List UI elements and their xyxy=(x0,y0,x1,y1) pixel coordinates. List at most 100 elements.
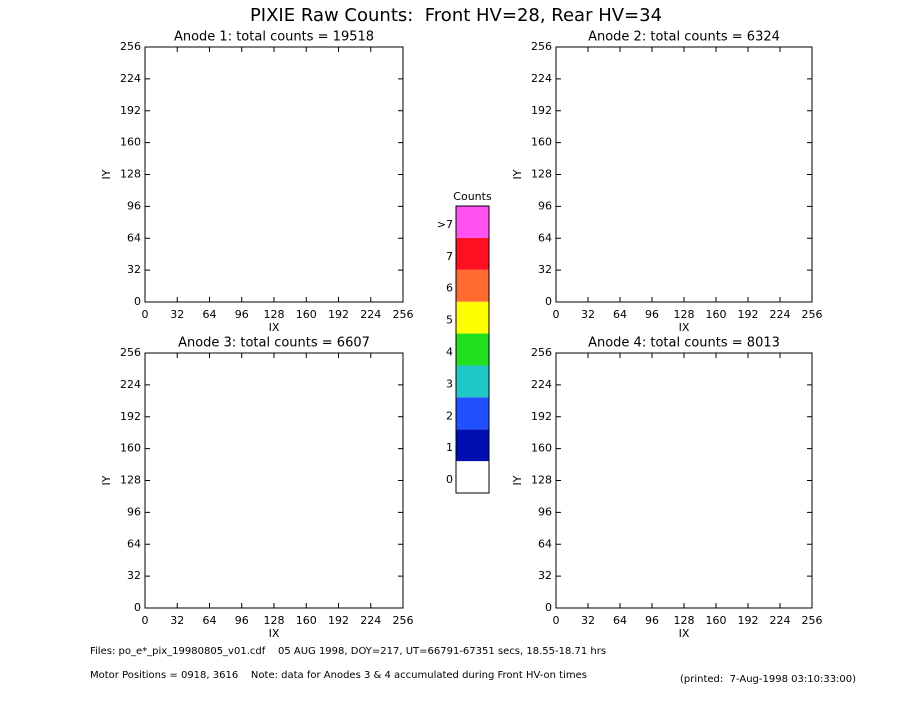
x-tick-label: 160 xyxy=(706,614,727,627)
colorbar-title: Counts xyxy=(453,190,492,203)
y-tick-label: 96 xyxy=(538,505,552,518)
y-tick-label: 192 xyxy=(120,104,141,117)
y-tick-label: 0 xyxy=(545,601,552,614)
colorbar-label: 6 xyxy=(446,282,453,295)
colorbar-label: >7 xyxy=(437,218,453,231)
y-tick-label: 64 xyxy=(538,537,552,550)
y-tick-label: 128 xyxy=(531,168,552,181)
footer-files: Files: po_e*_pix_19980805_v01.cdf 05 AUG… xyxy=(90,646,606,657)
y-tick-label: 32 xyxy=(127,569,141,582)
x-tick-label: 224 xyxy=(360,614,381,627)
x-tick-label: 224 xyxy=(770,614,791,627)
x-tick-label: 128 xyxy=(674,614,695,627)
x-tick-label: 32 xyxy=(170,614,184,627)
x-tick-label: 32 xyxy=(581,614,595,627)
y-tick-label: 96 xyxy=(127,199,141,212)
figure-title: PIXIE Raw Counts: Front HV=28, Rear HV=3… xyxy=(250,5,662,26)
colorbar-swatch xyxy=(456,429,489,462)
y-tick-label: 224 xyxy=(531,72,552,85)
x-tick-label: 256 xyxy=(393,614,414,627)
x-tick-label: 256 xyxy=(393,308,414,321)
y-tick-label: 64 xyxy=(127,231,141,244)
y-tick-label: 224 xyxy=(120,378,141,391)
x-tick-label: 256 xyxy=(802,308,823,321)
y-tick-label: 32 xyxy=(538,263,552,276)
y-tick-label: 160 xyxy=(531,442,552,455)
y-axis-label: IY xyxy=(100,169,113,179)
panel-title: Anode 3: total counts = 6607 xyxy=(178,336,370,351)
x-tick-label: 192 xyxy=(738,308,759,321)
x-tick-label: 192 xyxy=(328,308,349,321)
y-tick-label: 0 xyxy=(134,601,141,614)
plot-frame xyxy=(555,352,813,609)
x-tick-label: 224 xyxy=(770,308,791,321)
y-tick-label: 192 xyxy=(120,410,141,423)
x-tick-label: 224 xyxy=(360,308,381,321)
colorbar-label: 5 xyxy=(446,314,453,327)
plot-frame xyxy=(144,46,404,303)
x-tick-label: 96 xyxy=(235,614,249,627)
x-tick-label: 0 xyxy=(553,308,560,321)
x-tick-label: 32 xyxy=(581,308,595,321)
colorbar-swatch xyxy=(456,461,489,493)
x-axis-label: IX xyxy=(269,321,280,334)
x-tick-label: 128 xyxy=(264,308,285,321)
y-tick-label: 256 xyxy=(120,346,141,359)
y-tick-label: 96 xyxy=(127,505,141,518)
colorbar-swatch xyxy=(456,237,489,270)
x-tick-label: 128 xyxy=(674,308,695,321)
x-tick-label: 64 xyxy=(613,614,627,627)
y-tick-label: 128 xyxy=(120,474,141,487)
y-tick-label: 32 xyxy=(538,569,552,582)
x-axis-label: IX xyxy=(679,321,690,334)
colorbar-swatch xyxy=(456,333,489,366)
colorbar-swatch xyxy=(456,397,489,430)
y-axis-label: IY xyxy=(511,169,524,179)
x-tick-label: 160 xyxy=(296,308,317,321)
x-tick-label: 64 xyxy=(203,308,217,321)
colorbar-label: 3 xyxy=(446,377,453,390)
y-tick-label: 224 xyxy=(531,378,552,391)
y-tick-label: 192 xyxy=(531,104,552,117)
colorbar-swatch xyxy=(456,365,489,398)
colorbar-label: 7 xyxy=(446,250,453,263)
y-tick-label: 160 xyxy=(120,442,141,455)
x-tick-label: 128 xyxy=(264,614,285,627)
y-tick-label: 192 xyxy=(531,410,552,423)
colorbar-swatch xyxy=(456,269,489,302)
footer-motor: Motor Positions = 0918, 3616 Note: data … xyxy=(90,670,587,681)
x-tick-label: 160 xyxy=(296,614,317,627)
y-tick-label: 96 xyxy=(538,199,552,212)
y-tick-label: 256 xyxy=(531,40,552,53)
y-axis-label: IY xyxy=(100,475,113,485)
x-tick-label: 96 xyxy=(645,308,659,321)
y-tick-label: 160 xyxy=(120,136,141,149)
y-tick-label: 160 xyxy=(531,136,552,149)
y-tick-label: 64 xyxy=(127,537,141,550)
x-tick-label: 96 xyxy=(235,308,249,321)
colorbar-label: 1 xyxy=(446,441,453,454)
x-tick-label: 0 xyxy=(553,614,560,627)
x-tick-label: 64 xyxy=(613,308,627,321)
x-axis-label: IX xyxy=(679,627,690,640)
colorbar-swatch xyxy=(456,206,489,238)
colorbar-frame xyxy=(455,205,490,494)
footer-printed: (printed: 7-Aug-1998 03:10:33:00) xyxy=(680,674,856,685)
x-tick-label: 0 xyxy=(142,308,149,321)
y-tick-label: 128 xyxy=(531,474,552,487)
plot-frame xyxy=(555,46,813,303)
x-tick-label: 192 xyxy=(738,614,759,627)
colorbar-label: 0 xyxy=(446,473,453,486)
y-tick-label: 64 xyxy=(538,231,552,244)
x-tick-label: 96 xyxy=(645,614,659,627)
x-tick-label: 0 xyxy=(142,614,149,627)
panel-title: Anode 1: total counts = 19518 xyxy=(174,30,374,45)
colorbar-swatch xyxy=(456,301,489,334)
plot-frame xyxy=(144,352,404,609)
colorbar-label: 4 xyxy=(446,346,453,359)
x-tick-label: 64 xyxy=(203,614,217,627)
colorbar-label: 2 xyxy=(446,409,453,422)
x-tick-label: 256 xyxy=(802,614,823,627)
y-tick-label: 128 xyxy=(120,168,141,181)
